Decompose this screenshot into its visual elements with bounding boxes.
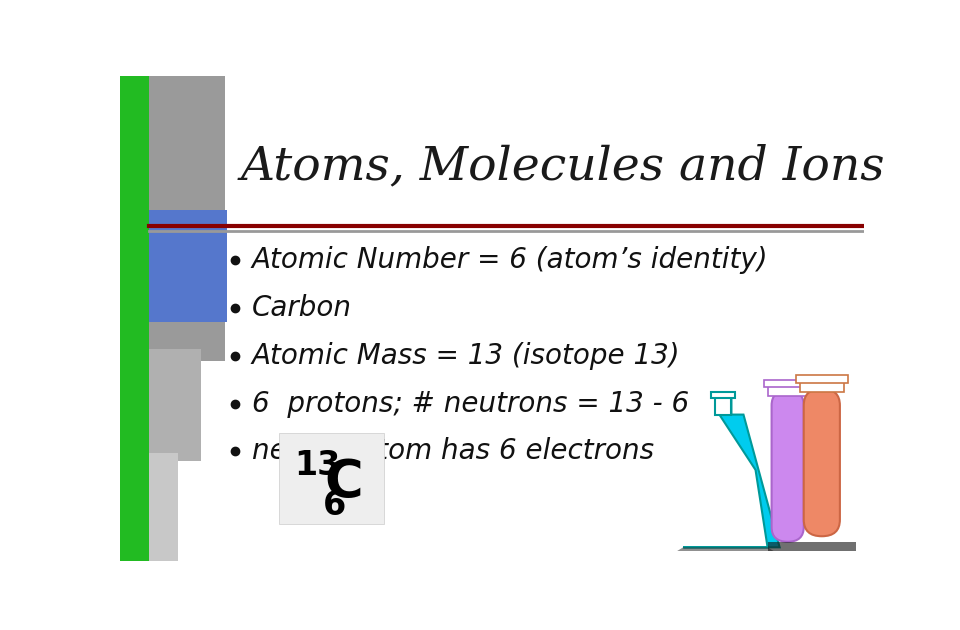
Text: Atoms, Molecules and Ions: Atoms, Molecules and Ions (240, 144, 884, 189)
Text: C: C (324, 457, 363, 509)
Text: 13: 13 (294, 449, 341, 483)
FancyBboxPatch shape (120, 76, 150, 561)
FancyBboxPatch shape (120, 76, 225, 360)
Text: Atomic Number = 6 (atom’s identity): Atomic Number = 6 (atom’s identity) (252, 246, 768, 275)
FancyBboxPatch shape (120, 349, 202, 461)
Text: Atomic Mass = 13 (isotope 13): Atomic Mass = 13 (isotope 13) (252, 342, 681, 370)
FancyBboxPatch shape (150, 210, 227, 322)
FancyBboxPatch shape (278, 433, 383, 524)
Text: neutral atom has 6 electrons: neutral atom has 6 electrons (252, 437, 654, 466)
Text: 6: 6 (323, 490, 346, 522)
FancyBboxPatch shape (120, 453, 179, 561)
Text: 6  protons; # neutrons = 13 - 6: 6 protons; # neutrons = 13 - 6 (252, 389, 689, 418)
Text: Carbon: Carbon (252, 294, 351, 322)
